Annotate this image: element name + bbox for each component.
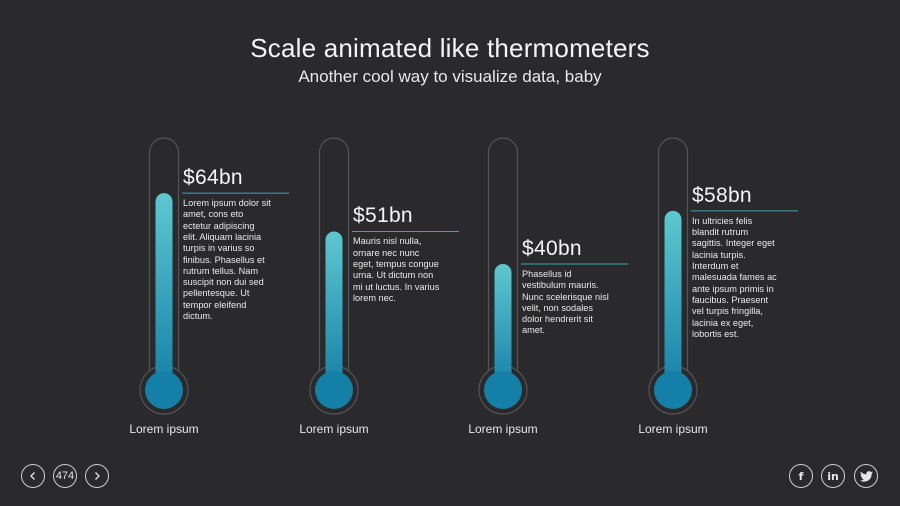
thermometer-fill-bar xyxy=(664,210,682,390)
page-subtitle: Another cool way to visualize data, baby xyxy=(298,67,602,86)
thermometer-bulb-fill xyxy=(315,371,353,409)
category-label: Lorem ipsum xyxy=(299,422,369,436)
page-number: 474 xyxy=(55,470,75,482)
linkedin-icon: in xyxy=(827,469,839,483)
description-text: Mauris nisl nulla, ornare nec nunc eget,… xyxy=(353,236,440,303)
category-label: Lorem ipsum xyxy=(468,422,538,436)
description-text: Phasellus id vestibulum mauris. Nunc sce… xyxy=(522,268,609,336)
description-text: Lorem ipsum dolor sit amet, cons eto ect… xyxy=(183,198,271,322)
thermometer-bulb-fill xyxy=(484,371,522,409)
value-label: $40bn xyxy=(522,236,582,260)
value-label: $58bn xyxy=(692,183,752,207)
thermometer-bulb-fill xyxy=(145,371,183,409)
twitter-button[interactable] xyxy=(854,464,878,488)
page-title: Scale animated like thermometers xyxy=(250,33,650,63)
thermometer-fill-bar xyxy=(155,193,173,390)
thermometer-fill-bar xyxy=(494,263,512,390)
twitter-icon xyxy=(859,470,873,482)
category-label: Lorem ipsum xyxy=(129,422,199,436)
description-text: In ultricies felis blandit rutrum sagitt… xyxy=(692,215,777,339)
chevron-left-icon xyxy=(30,472,35,480)
thermometer-fill-bar xyxy=(325,231,343,390)
page-number-badge: 474 xyxy=(53,464,77,488)
prev-button[interactable] xyxy=(21,464,45,488)
facebook-button[interactable]: f xyxy=(789,464,813,488)
thermometer-bulb-fill xyxy=(654,371,692,409)
linkedin-button[interactable]: in xyxy=(821,464,845,488)
chevron-right-icon xyxy=(95,472,100,480)
value-label: $64bn xyxy=(183,166,243,190)
category-label: Lorem ipsum xyxy=(638,422,708,436)
facebook-icon: f xyxy=(798,469,804,483)
next-button[interactable] xyxy=(85,464,109,488)
value-label: $51bn xyxy=(353,204,413,228)
